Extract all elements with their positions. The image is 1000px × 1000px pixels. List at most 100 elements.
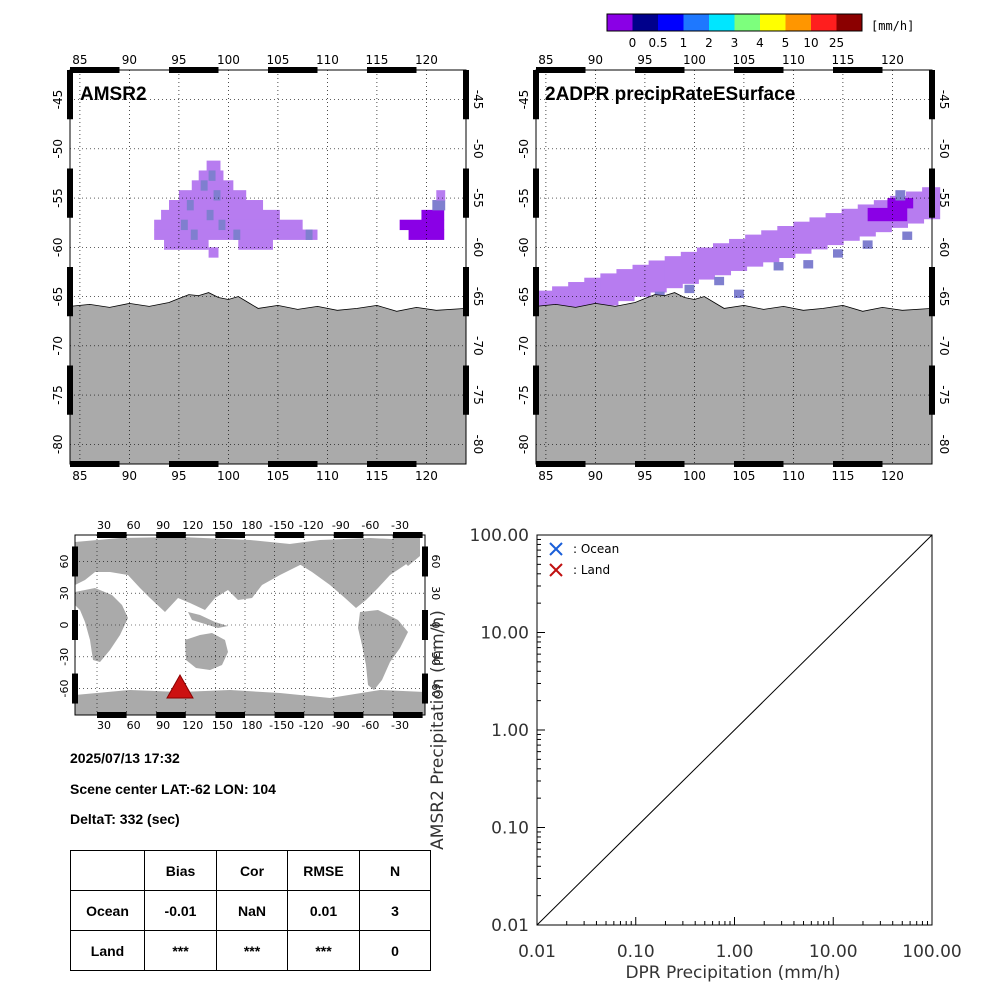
lon-tick-label: 95 xyxy=(171,53,186,67)
colorbar-label: 5 xyxy=(782,36,790,50)
lat-tick-label: 0 xyxy=(429,622,442,629)
precip-cell xyxy=(833,249,843,258)
amsr2-grid xyxy=(70,70,466,464)
lat-tick-label: -75 xyxy=(937,385,951,405)
precip-cell xyxy=(841,208,860,241)
precip-cell xyxy=(213,190,221,201)
world-continents xyxy=(75,536,425,715)
cell-cor: NaN xyxy=(216,890,288,931)
lat-tick-label: 30 xyxy=(58,586,71,600)
lon-tick-label: -30 xyxy=(391,519,409,532)
table-header-cor: Cor xyxy=(216,850,288,891)
lon-tick-label: 85 xyxy=(72,469,87,483)
precip-cell xyxy=(895,190,906,201)
precip-cell xyxy=(902,231,913,240)
colorbar-label: 1 xyxy=(680,36,688,50)
lat-tick-label: -45 xyxy=(471,90,485,110)
precip-cell xyxy=(584,277,603,310)
lat-tick-label: -80 xyxy=(937,434,951,454)
lat-tick-label: -65 xyxy=(517,287,531,307)
lat-tick-label: -30 xyxy=(58,648,71,666)
frame-bar xyxy=(422,546,428,577)
lat-tick-label: -65 xyxy=(471,287,485,307)
precip-cell xyxy=(238,239,273,250)
lon-tick-label: 120 xyxy=(415,53,438,67)
frame-bar xyxy=(463,168,469,218)
lat-tick-label: -55 xyxy=(471,188,485,208)
lon-tick-label: 60 xyxy=(127,519,141,532)
frame-bar xyxy=(67,70,73,120)
lon-tick-label: 95 xyxy=(637,53,652,67)
legend-entry: : Ocean xyxy=(549,542,619,556)
lon-tick-label: 120 xyxy=(182,719,203,732)
precip-cell xyxy=(734,289,744,299)
colorbar-swatch xyxy=(760,14,786,31)
precip-cell xyxy=(680,251,699,284)
triangle-marker-icon xyxy=(166,673,194,699)
lon-tick-label: 90 xyxy=(122,469,137,483)
frame-bar xyxy=(72,546,78,577)
cell-rmse: 0.01 xyxy=(287,890,360,931)
x-tick-label: 0.10 xyxy=(617,942,655,962)
precip-cell xyxy=(714,276,725,286)
colorbar-label: 0 xyxy=(629,36,637,50)
lon-tick-label: 90 xyxy=(588,469,603,483)
lat-tick-label: -50 xyxy=(937,139,951,159)
lat-tick-label: -45 xyxy=(937,90,951,110)
continent-south-america xyxy=(358,610,408,690)
frame-bar xyxy=(156,532,186,538)
precip-cell xyxy=(761,230,780,263)
lat-tick-label: -60 xyxy=(429,680,442,698)
colorbar-label: 0.5 xyxy=(648,36,667,50)
lon-tick-label: 110 xyxy=(316,469,339,483)
frame-bar xyxy=(169,67,219,73)
precip-cell xyxy=(867,207,908,222)
frame-bar xyxy=(268,461,318,467)
frame-bar xyxy=(169,461,219,467)
frame-bar xyxy=(929,365,935,415)
lon-tick-label: 110 xyxy=(782,469,805,483)
lat-tick-label: -75 xyxy=(517,385,531,405)
precip-cell xyxy=(218,219,226,231)
lon-tick-label: 30 xyxy=(97,519,111,532)
lon-tick-label: 120 xyxy=(182,519,203,532)
dpr-grid xyxy=(536,70,932,464)
precip-cell xyxy=(208,170,216,181)
colorbar-unit: [mm/h] xyxy=(871,19,914,33)
frame-bar xyxy=(734,461,784,467)
lat-tick-label: -45 xyxy=(51,90,65,110)
lon-tick-label: -90 xyxy=(332,519,350,532)
amsr2-map-panel: 85 85 90 90 95 95 100 100 105 105 110 110 115 115 120 1… xyxy=(51,53,485,483)
lon-tick-label: 115 xyxy=(831,469,854,483)
lat-tick-label: -55 xyxy=(937,188,951,208)
lat-tick-label: -45 xyxy=(517,90,531,110)
colorbar-label: 2 xyxy=(705,36,713,50)
lat-tick-label: -80 xyxy=(517,434,531,454)
precip-cell xyxy=(180,219,188,231)
lon-tick-label: 110 xyxy=(316,53,339,67)
frame-bar xyxy=(929,267,935,317)
one-to-one-line xyxy=(536,534,933,926)
frame-bar xyxy=(393,712,423,718)
frame-bar xyxy=(72,610,78,640)
cell-rmse: *** xyxy=(287,930,360,971)
precip-cell xyxy=(777,225,796,259)
scene-datetime: 2025/07/13 17:32 xyxy=(70,750,180,766)
frame-bar xyxy=(333,712,364,718)
frame-bar xyxy=(422,610,428,640)
lat-tick-label: -50 xyxy=(471,139,485,159)
frame-bar xyxy=(422,673,428,704)
lon-tick-label: 100 xyxy=(683,469,706,483)
frame-bar xyxy=(536,461,586,467)
frame-bar xyxy=(333,532,364,538)
amsr2-antarctica-land xyxy=(69,292,467,465)
lon-tick-label: 105 xyxy=(266,53,289,67)
continent-greenland xyxy=(392,536,420,566)
lat-tick-label: 0 xyxy=(58,622,71,629)
lat-tick-label: -50 xyxy=(51,139,65,159)
colorbar-label: 25 xyxy=(829,36,844,50)
delta-t: DeltaT: 332 (sec) xyxy=(70,811,180,827)
precip-cell xyxy=(803,260,814,269)
precip-cell xyxy=(421,209,445,221)
precip-cell xyxy=(745,234,764,267)
